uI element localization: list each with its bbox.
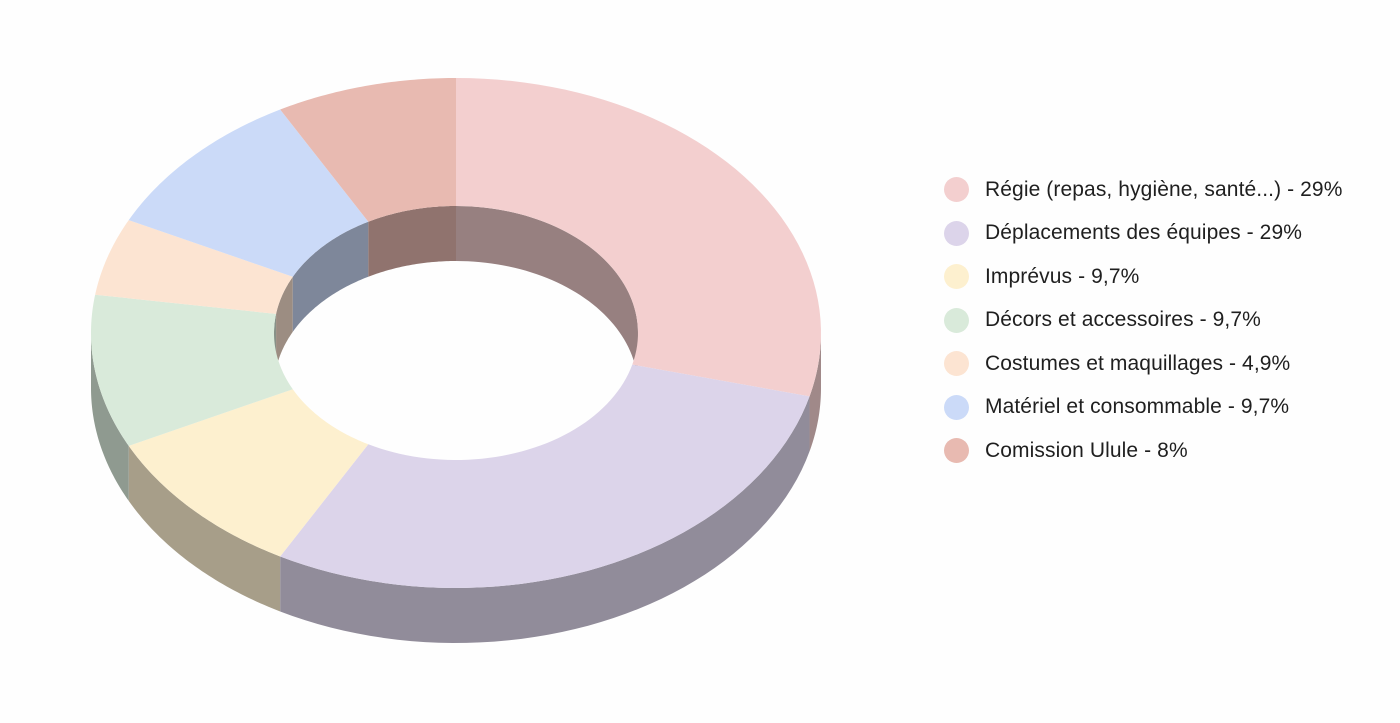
outer-wall-3: [91, 333, 129, 501]
slice-5: [128, 109, 369, 277]
legend-label: Comission Ulule - 8%: [985, 438, 1188, 462]
legend-label: Imprévus - 9,7%: [985, 264, 1140, 288]
legend-swatch: [944, 177, 969, 203]
inner-wall-6: [368, 206, 456, 277]
legend-item[interactable]: Imprévus - 9,7%: [944, 255, 1343, 299]
slice-1: [280, 364, 810, 588]
inner-wall-5: [292, 221, 369, 332]
inner-wall-0: [456, 206, 638, 388]
legend-swatch: [944, 264, 969, 290]
legend-swatch: [944, 438, 969, 464]
slice-6: [280, 78, 456, 222]
legend-item[interactable]: Comission Ulule - 8%: [944, 429, 1343, 473]
slice-4: [95, 220, 293, 314]
legend-swatch: [944, 351, 969, 377]
legend-label: Costumes et maquillages - 4,9%: [985, 351, 1291, 375]
legend-item[interactable]: Costumes et maquillages - 4,9%: [944, 342, 1343, 386]
legend-label: Matériel et consommable - 9,7%: [985, 395, 1290, 419]
outer-wall-2: [128, 445, 281, 612]
legend-item[interactable]: Déplacements des équipes - 29%: [944, 212, 1343, 256]
legend-swatch: [944, 394, 969, 420]
chart-legend: Régie (repas, hygiène, santé...) - 29% D…: [944, 168, 1343, 473]
outer-wall-0: [809, 333, 821, 452]
legend-item[interactable]: Décors et accessoires - 9,7%: [944, 299, 1343, 343]
slice-0: [456, 78, 821, 397]
legend-swatch: [944, 307, 969, 333]
legend-swatch: [944, 220, 969, 246]
legend-label: Décors et accessoires - 9,7%: [985, 308, 1261, 332]
slice-3: [91, 294, 293, 446]
legend-item[interactable]: Régie (repas, hygiène, santé...) - 29%: [944, 168, 1343, 212]
inner-wall-4: [276, 276, 293, 369]
legend-label: Régie (repas, hygiène, santé...) - 29%: [985, 177, 1343, 201]
legend-label: Déplacements des équipes - 29%: [985, 221, 1303, 245]
outer-wall-1: [280, 396, 810, 643]
legend-item[interactable]: Matériel et consommable - 9,7%: [944, 386, 1343, 430]
slice-2: [128, 389, 369, 557]
